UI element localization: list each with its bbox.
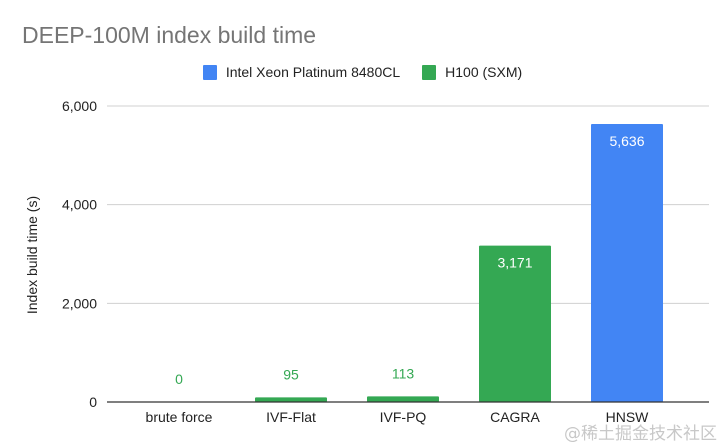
legend-label-intel: Intel Xeon Platinum 8480CL <box>225 64 401 80</box>
data-label: 3,171 <box>497 255 532 271</box>
bar <box>255 397 327 402</box>
y-tick-label: 4,000 <box>62 197 97 213</box>
legend: Intel Xeon Platinum 8480CL H100 (SXM) <box>0 64 725 80</box>
bar <box>367 396 439 402</box>
x-tick-label: HNSW <box>606 409 650 425</box>
bar <box>479 245 551 402</box>
x-tick-label: IVF-PQ <box>380 409 427 425</box>
y-tick-label: 0 <box>89 394 97 410</box>
y-tick-label: 2,000 <box>62 295 97 311</box>
y-tick-label: 6,000 <box>62 98 97 114</box>
bar <box>591 123 663 402</box>
data-label: 113 <box>392 365 415 381</box>
legend-swatch-intel <box>202 64 217 80</box>
chart-title: DEEP-100M index build time <box>22 22 317 48</box>
x-tick-label: IVF-Flat <box>266 409 316 425</box>
legend-item-intel[interactable]: Intel Xeon Platinum 8480CL <box>202 64 401 80</box>
data-label: 5,636 <box>609 133 644 149</box>
x-tick-label: CAGRA <box>490 409 540 425</box>
legend-swatch-h100 <box>422 64 437 80</box>
data-label: 95 <box>283 366 299 382</box>
legend-label-h100: H100 (SXM) <box>445 64 523 80</box>
data-label: 0 <box>175 371 183 387</box>
legend-item-h100[interactable]: H100 (SXM) <box>422 64 522 80</box>
x-tick-label: brute force <box>146 409 213 425</box>
watermark: @稀土掘金技术社区 <box>564 424 717 444</box>
